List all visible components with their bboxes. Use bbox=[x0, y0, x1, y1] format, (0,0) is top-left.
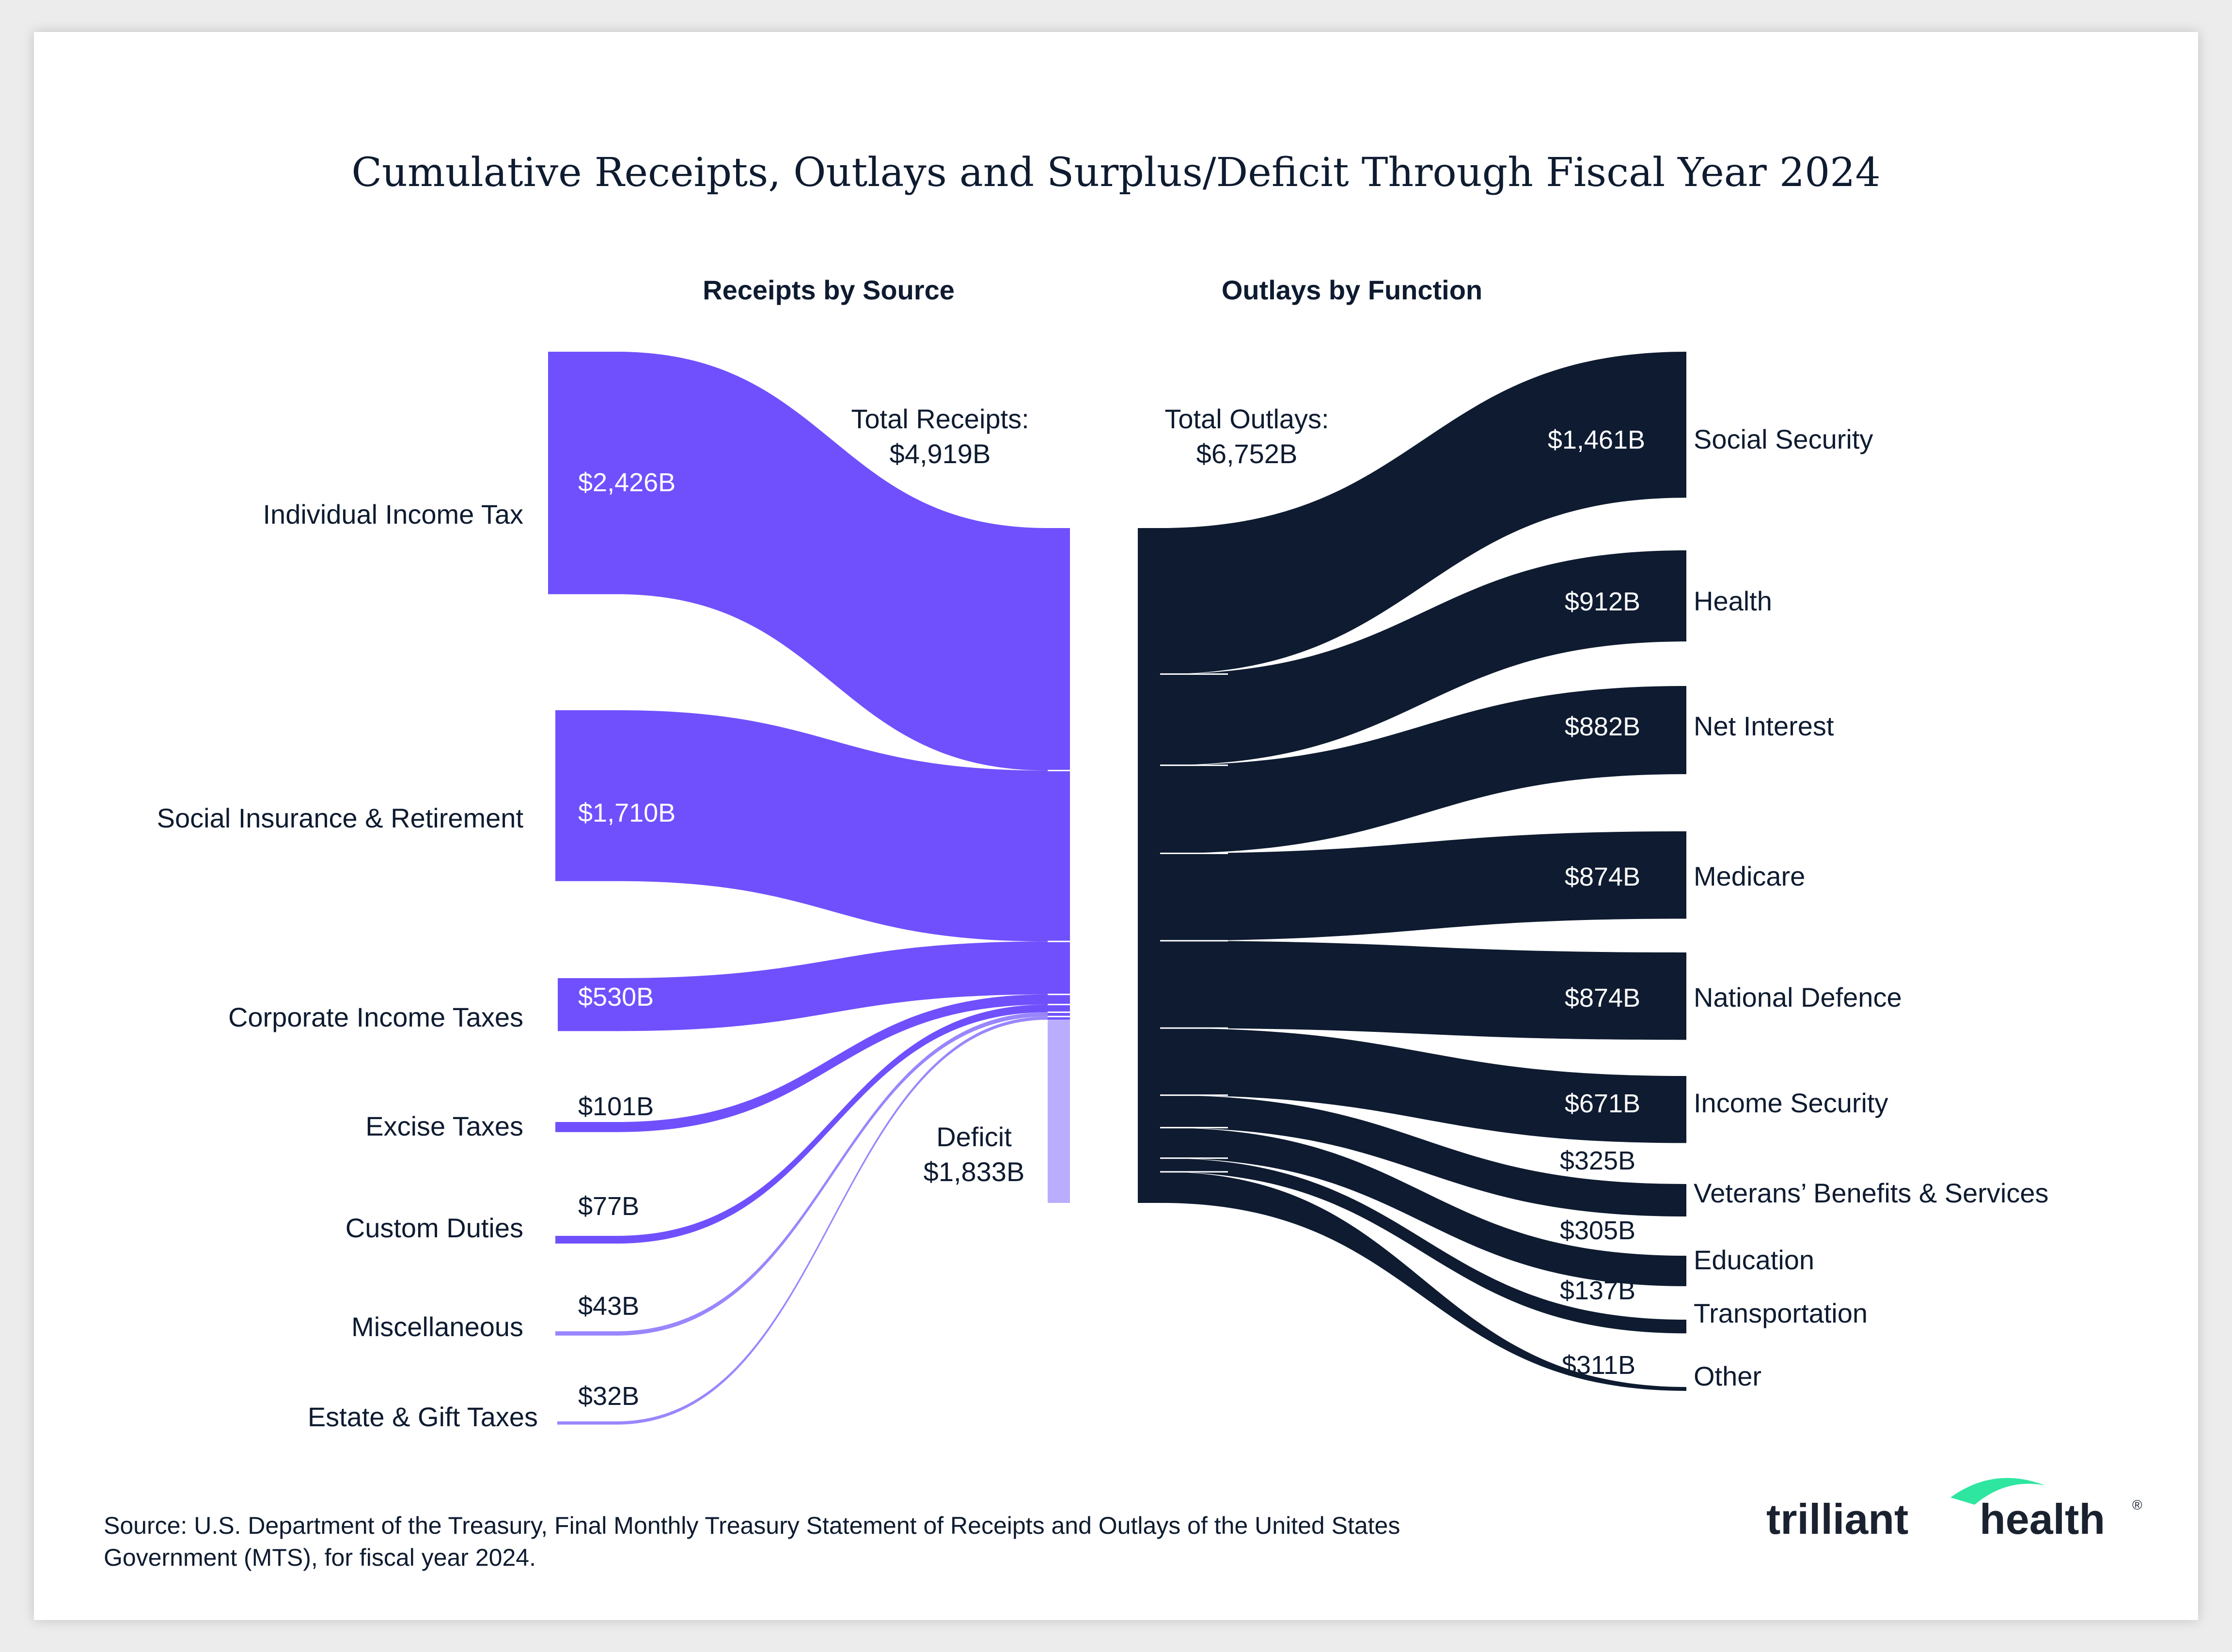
source-line-1: Source: U.S. Department of the Treasury,… bbox=[104, 1512, 1400, 1539]
total-receipts-value: $4,919B bbox=[890, 438, 991, 469]
label-other: Other bbox=[1694, 1361, 1761, 1391]
label-social-insurance-retirement: Social Insurance & Retirement bbox=[157, 803, 524, 833]
label-corporate-income-taxes: Corporate Income Taxes bbox=[228, 1002, 523, 1032]
sankey-labels: Individual Income Tax $2,426B Social Insur… bbox=[157, 424, 2049, 1432]
node-estate-gift-taxes bbox=[557, 1421, 617, 1425]
flow-net-interest bbox=[1160, 686, 1686, 854]
label-individual-income-tax: Individual Income Tax bbox=[263, 499, 524, 530]
total-receipts-label: Total Receipts: bbox=[851, 404, 1029, 434]
value-medicare: $874B bbox=[1565, 862, 1640, 891]
receipts-heading: Receipts by Source bbox=[703, 275, 955, 305]
logo-text-trilliant: trilliant bbox=[1766, 1495, 1908, 1543]
node-individual-income-tax bbox=[548, 352, 617, 594]
node-excise-taxes bbox=[555, 1122, 617, 1132]
trilliant-health-logo: trilliant health ® bbox=[1766, 1478, 2142, 1543]
label-medicare: Medicare bbox=[1694, 861, 1805, 891]
flow-custom-duties bbox=[616, 1004, 1048, 1244]
value-other: $311B bbox=[1562, 1351, 1635, 1380]
total-outlays-value: $6,752B bbox=[1196, 438, 1298, 469]
deficit-bar bbox=[1048, 1019, 1070, 1203]
flow-other bbox=[1160, 1171, 1686, 1391]
flow-social-security bbox=[1160, 352, 1686, 674]
label-estate-gift-taxes: Estate & Gift Taxes bbox=[308, 1402, 538, 1432]
logo-text-health: health bbox=[1980, 1495, 2105, 1543]
value-individual-income-tax: $2,426B bbox=[578, 468, 676, 497]
value-transportation: $137B bbox=[1560, 1276, 1635, 1305]
flow-health bbox=[1160, 550, 1686, 765]
label-social-security: Social Security bbox=[1694, 424, 1873, 454]
deficit-label: Deficit bbox=[936, 1122, 1012, 1152]
flow-estate-gift-taxes bbox=[616, 1016, 1048, 1425]
flow-veterans-benefits-services bbox=[1160, 1095, 1686, 1217]
total-outlays-bar bbox=[1138, 528, 1160, 1203]
flow-medicare bbox=[1160, 831, 1686, 941]
source-line-2: Government (MTS), for fiscal year 2024. bbox=[104, 1544, 536, 1571]
label-veterans-benefits-services: Veterans’ Benefits & Services bbox=[1694, 1178, 2049, 1208]
node-custom-duties bbox=[555, 1236, 617, 1244]
flow-individual-income-tax bbox=[616, 352, 1048, 771]
sankey-bars bbox=[548, 352, 1228, 1425]
label-transportation: Transportation bbox=[1694, 1298, 1868, 1328]
flow-miscellaneous bbox=[616, 1012, 1048, 1336]
value-veterans-benefits-services: $325B bbox=[1560, 1146, 1635, 1175]
flow-corporate-income-taxes bbox=[616, 941, 1048, 1031]
value-national-defence: $874B bbox=[1565, 983, 1640, 1013]
sankey-flows bbox=[616, 352, 1686, 1425]
value-income-security: $671B bbox=[1565, 1089, 1640, 1118]
value-custom-duties: $77B bbox=[578, 1192, 639, 1221]
node-miscellaneous bbox=[555, 1331, 617, 1336]
flow-transportation bbox=[1160, 1158, 1686, 1334]
node-social-insurance-retirement bbox=[555, 710, 617, 881]
chart-card: Cumulative Receipts, Outlays and Surplus… bbox=[34, 32, 2198, 1620]
sankey-chart: Cumulative Receipts, Outlays and Surplus… bbox=[104, 150, 2142, 1571]
flow-income-security bbox=[1160, 1028, 1686, 1143]
value-miscellaneous: $43B bbox=[578, 1292, 639, 1321]
value-excise-taxes: $101B bbox=[578, 1092, 654, 1121]
label-net-interest: Net Interest bbox=[1694, 711, 1834, 741]
outlays-heading: Outlays by Function bbox=[1222, 275, 1482, 305]
label-excise-taxes: Excise Taxes bbox=[365, 1111, 523, 1141]
value-estate-gift-taxes: $32B bbox=[578, 1382, 639, 1411]
chart-title: Cumulative Receipts, Outlays and Surplus… bbox=[351, 150, 1880, 196]
flow-social-insurance-retirement bbox=[616, 710, 1048, 942]
flow-excise-taxes bbox=[616, 994, 1048, 1132]
label-custom-duties: Custom Duties bbox=[346, 1213, 523, 1243]
flow-education bbox=[1160, 1127, 1686, 1286]
value-social-security: $1,461B bbox=[1548, 425, 1645, 454]
label-health: Health bbox=[1694, 586, 1772, 616]
label-miscellaneous: Miscellaneous bbox=[351, 1311, 523, 1342]
total-outlays-label: Total Outlays: bbox=[1164, 404, 1329, 434]
value-education: $305B bbox=[1560, 1216, 1635, 1245]
node-corporate-income-taxes bbox=[558, 978, 617, 1031]
deficit-value: $1,833B bbox=[924, 1156, 1025, 1187]
label-education: Education bbox=[1694, 1245, 1814, 1275]
label-national-defence: National Defence bbox=[1694, 982, 1902, 1013]
value-social-insurance-retirement: $1,710B bbox=[578, 798, 676, 827]
value-corporate-income-taxes: $530B bbox=[578, 982, 654, 1012]
label-income-security: Income Security bbox=[1694, 1088, 1888, 1118]
flow-national-defence bbox=[1160, 940, 1686, 1040]
value-net-interest: $882B bbox=[1565, 712, 1640, 741]
total-receipts-bar bbox=[1048, 528, 1070, 1020]
value-health: $912B bbox=[1565, 587, 1640, 616]
logo-swoosh-icon bbox=[1950, 1478, 2045, 1505]
logo-registered-mark: ® bbox=[2132, 1497, 2142, 1512]
